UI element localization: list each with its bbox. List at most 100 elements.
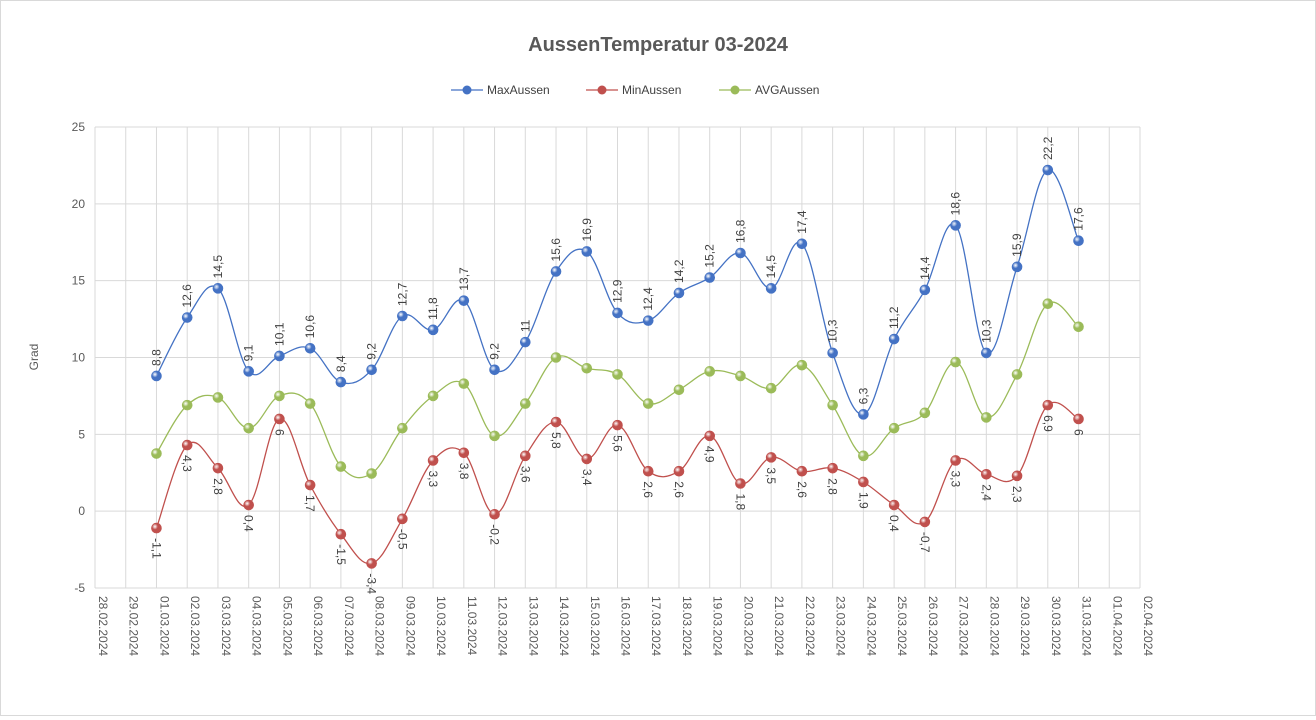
data-point-minaussen (519, 450, 531, 462)
x-tick-label: 09.03.2024 (403, 596, 417, 656)
data-label-maxaussen: 11 (518, 319, 532, 332)
data-point-avgaussen (550, 352, 562, 363)
x-tick-label: 31.03.2024 (1080, 596, 1094, 656)
data-point-avgaussen (981, 412, 992, 423)
data-label-maxaussen: 22,2 (1041, 136, 1055, 160)
data-point-avgaussen (642, 398, 654, 409)
data-label-maxaussen: 10,3 (979, 319, 993, 343)
data-point-avgaussen (335, 461, 347, 472)
data-label-minaussen: 6 (272, 429, 286, 436)
data-label-maxaussen: 12,7 (395, 282, 409, 306)
data-point-minaussen (335, 528, 347, 540)
data-label-maxaussen: 17,6 (1072, 207, 1086, 231)
data-label-minaussen: 6,9 (1041, 415, 1055, 432)
legend-item-avgaussen: AVGAussen (719, 83, 819, 97)
data-point-minaussen (1073, 413, 1084, 425)
data-label-minaussen: 3,3 (426, 470, 440, 487)
data-label-maxaussen: 12,4 (641, 287, 655, 311)
data-point-avgaussen (304, 398, 316, 409)
data-point-maxaussen (458, 295, 470, 306)
data-point-avgaussen (181, 399, 193, 411)
data-label-minaussen: 1,8 (733, 494, 747, 511)
data-label-minaussen: 5,8 (549, 432, 563, 449)
data-label-maxaussen: 10,1 (272, 322, 286, 346)
data-point-avgaussen (765, 382, 777, 394)
x-tick-label: 30.03.2024 (1049, 596, 1063, 656)
data-point-avgaussen (704, 366, 716, 377)
x-tick-label: 21.03.2024 (772, 596, 786, 656)
data-label-minaussen: 3,5 (764, 467, 778, 484)
x-tick-label: 23.03.2024 (834, 596, 848, 656)
data-point-minaussen (1011, 470, 1023, 482)
data-point-avgaussen (919, 407, 931, 419)
legend-item-maxaussen: MaxAussen (451, 83, 550, 97)
data-point-maxaussen (212, 283, 224, 294)
chart-title: AussenTemperatur 03-2024 (528, 34, 789, 56)
data-point-minaussen (858, 476, 869, 488)
data-label-maxaussen: 14,5 (211, 255, 225, 279)
data-point-maxaussen (366, 364, 377, 376)
data-label-maxaussen: 16,9 (580, 218, 594, 242)
data-point-avgaussen (1042, 298, 1054, 310)
x-tick-label: 06.03.2024 (311, 596, 325, 656)
data-point-maxaussen (1011, 261, 1023, 273)
data-label-maxaussen: 10,3 (826, 319, 840, 343)
data-label-maxaussen: 11,2 (887, 306, 901, 329)
data-label-maxaussen: 12,9 (611, 279, 625, 303)
data-point-minaussen (427, 455, 439, 466)
data-label-minaussen: 2,3 (1010, 486, 1024, 503)
data-label-minaussen: 5,6 (611, 435, 625, 452)
y-axis-ticks: -5 0 5 10 15 20 25 (72, 120, 86, 595)
legend-label-maxaussen: MaxAussen (487, 83, 550, 97)
data-point-minaussen (550, 416, 562, 428)
data-point-minaussen (581, 453, 593, 465)
data-point-maxaussen (550, 266, 562, 277)
legend-marker-avgaussen (730, 85, 740, 95)
x-tick-label: 01.04.2024 (1110, 596, 1124, 656)
data-point-maxaussen (735, 247, 746, 259)
y-tick-label: 15 (72, 274, 86, 288)
data-point-minaussen (981, 468, 992, 480)
data-label-minaussen: 3,6 (518, 466, 532, 483)
data-point-avgaussen (366, 468, 377, 479)
data-point-maxaussen (427, 324, 439, 336)
data-label-minaussen: 2,8 (826, 478, 840, 495)
data-point-avgaussen (489, 430, 500, 442)
y-tick-label: 0 (78, 504, 85, 518)
data-point-minaussen (397, 513, 408, 525)
legend-label-minaussen: MinAussen (622, 83, 681, 97)
data-point-minaussen (212, 462, 224, 474)
data-point-maxaussen (1073, 235, 1084, 247)
data-point-avgaussen (212, 392, 224, 403)
x-tick-label: 12.03.2024 (496, 596, 510, 656)
data-point-maxaussen (888, 333, 900, 345)
data-label-maxaussen: 15,2 (703, 244, 717, 268)
data-point-maxaussen (704, 272, 716, 283)
data-label-maxaussen: 18,6 (949, 192, 963, 216)
data-point-maxaussen (827, 347, 838, 359)
data-label-minaussen: 1,9 (856, 492, 870, 509)
y-tick-label: 25 (72, 120, 86, 134)
data-point-avgaussen (827, 399, 838, 411)
x-tick-label: 18.03.2024 (680, 596, 694, 656)
data-label-maxaussen: 9,1 (242, 344, 256, 361)
data-label-minaussen: 2,6 (641, 481, 655, 498)
data-label-maxaussen: 9,2 (365, 343, 379, 360)
x-tick-label: 04.03.2024 (250, 596, 264, 656)
data-label-maxaussen: 14,4 (918, 256, 932, 280)
data-label-minaussen: 0,4 (887, 515, 901, 532)
data-point-maxaussen (304, 342, 316, 354)
data-point-minaussen (765, 452, 777, 463)
x-tick-label: 16.03.2024 (619, 596, 633, 656)
data-point-minaussen (888, 499, 900, 511)
y-tick-label: -5 (74, 581, 85, 595)
data-point-maxaussen (919, 284, 931, 296)
data-point-avgaussen (151, 448, 162, 459)
data-label-maxaussen: 16,8 (733, 219, 747, 243)
data-point-maxaussen (243, 366, 254, 377)
gridlines (94, 126, 1141, 589)
data-markers (151, 164, 1084, 569)
data-point-minaussen (151, 522, 162, 534)
data-point-avgaussen (581, 362, 593, 374)
